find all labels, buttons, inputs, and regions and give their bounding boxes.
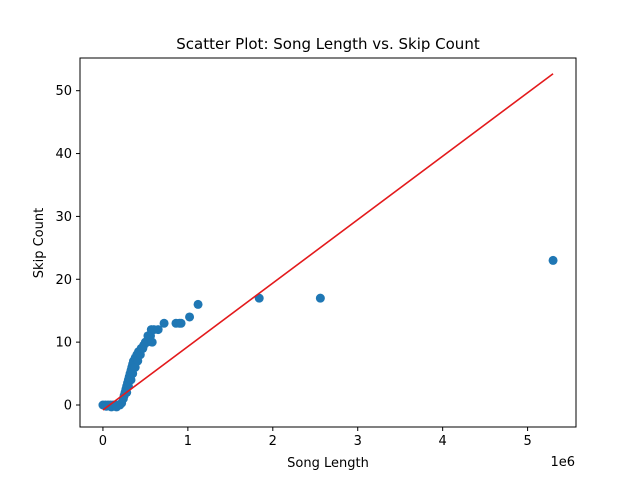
plot-marks bbox=[98, 73, 558, 412]
data-point bbox=[185, 312, 195, 322]
x-tick-label: 1 bbox=[184, 434, 192, 449]
x-axis-offset-label: 1e6 bbox=[550, 455, 575, 470]
data-point bbox=[147, 337, 157, 347]
y-tick-label: 0 bbox=[64, 398, 72, 413]
chart-title: Scatter Plot: Song Length vs. Skip Count bbox=[176, 35, 480, 53]
x-tick-label: 0 bbox=[99, 434, 107, 449]
y-axis-label: Skip Count bbox=[32, 208, 47, 278]
data-point bbox=[159, 318, 169, 328]
y-tick-label: 40 bbox=[55, 147, 72, 162]
data-point bbox=[153, 325, 163, 335]
y-tick-label: 10 bbox=[55, 336, 72, 351]
data-point bbox=[143, 331, 153, 341]
x-tick-label: 2 bbox=[269, 434, 277, 449]
x-tick-label: 5 bbox=[523, 434, 531, 449]
y-tick-label: 20 bbox=[55, 273, 72, 288]
x-tick-label: 3 bbox=[354, 434, 362, 449]
data-point bbox=[176, 318, 186, 328]
plot-frame bbox=[79, 57, 577, 428]
data-point bbox=[193, 299, 203, 309]
x-axis-label: Song Length bbox=[287, 456, 369, 471]
trend-line bbox=[102, 73, 554, 411]
data-point bbox=[315, 293, 325, 303]
y-tick-label: 30 bbox=[55, 210, 72, 225]
data-point bbox=[548, 255, 558, 265]
x-tick-label: 4 bbox=[439, 434, 447, 449]
y-tick-label: 50 bbox=[55, 84, 72, 99]
